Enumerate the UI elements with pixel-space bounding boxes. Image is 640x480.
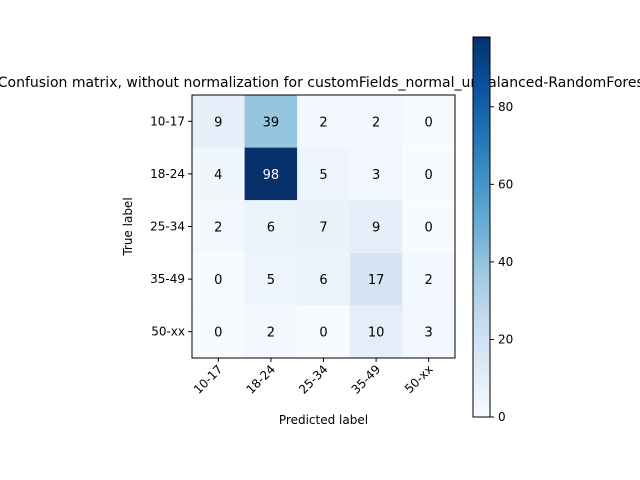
cell-value-label: 0 [425, 221, 433, 236]
cell-value-label: 2 [425, 273, 433, 288]
x-tick-label: 25-34 [296, 362, 331, 397]
cell-value-label: 3 [372, 168, 380, 183]
colorbar-tick-label: 60 [498, 177, 513, 191]
heatmap-cell [192, 147, 245, 201]
x-tick-label: 35-49 [349, 362, 384, 397]
heatmap-cell [402, 147, 455, 201]
cell-value-label: 0 [319, 326, 327, 341]
cell-value-label: 2 [319, 115, 327, 130]
colorbar-ticks: 0 20 40 60 80 [490, 100, 513, 424]
cell-value-label: 6 [319, 273, 327, 288]
cell-value-label: 98 [263, 168, 280, 183]
heatmap-cell [192, 252, 245, 306]
cell-value-label: 5 [267, 273, 275, 288]
cell-value-label: 5 [319, 168, 327, 183]
heatmap-cell [349, 252, 403, 306]
heatmap-cell [402, 95, 455, 148]
y-tick-label: 25-34 [150, 220, 185, 234]
heatmap-cell [297, 305, 350, 358]
y-tick-label: 18-24 [150, 167, 185, 181]
heatmap-cell [192, 200, 245, 253]
cell-value-label: 2 [372, 115, 380, 130]
cell-value-label: 39 [263, 115, 280, 130]
y-tick-label: 10-17 [150, 114, 185, 128]
cell-value-label: 0 [214, 273, 222, 288]
cell-value-label: 2 [214, 221, 222, 236]
heatmap-cell [297, 147, 350, 201]
x-tick-label: 18-24 [243, 362, 278, 397]
y-axis-label: True label [121, 197, 135, 256]
heatmap-cell [349, 305, 403, 358]
cell-value-label: 0 [425, 115, 433, 130]
colorbar-tick-label: 20 [498, 332, 513, 346]
x-axis-ticks: 10-17 18-24 25-34 35-49 50-xx [191, 358, 436, 397]
cell-value-label: 3 [425, 326, 433, 341]
heatmap-cell [349, 95, 403, 148]
heatmap-cells: 9 39 2 2 0 4 98 5 3 0 2 6 7 9 0 0 5 6 17 2 0 2 0 10 3 [192, 95, 455, 358]
heatmap-cell [244, 252, 298, 306]
x-tick-label: 50-xx [402, 362, 436, 396]
heatmap-cell [244, 200, 298, 253]
cell-value-label: 7 [319, 221, 327, 236]
x-tick-label: 10-17 [191, 362, 226, 397]
y-axis-ticks: 10-17 18-24 25-34 35-49 50-xx [150, 114, 192, 339]
heatmap-cell [192, 95, 245, 148]
cell-value-label: 10 [368, 326, 385, 341]
colorbar-tick-label: 80 [498, 100, 513, 114]
colorbar [472, 36, 491, 418]
heatmap-cell [192, 305, 245, 358]
y-tick-label: 50-xx [151, 325, 185, 339]
cell-value-label: 9 [214, 115, 222, 130]
colorbar-tick-label: 40 [498, 255, 513, 269]
cell-value-label: 0 [214, 326, 222, 341]
cell-value-label: 17 [368, 273, 385, 288]
cell-value-label: 4 [214, 168, 222, 183]
heatmap-cell [297, 95, 350, 148]
heatmap-cell [349, 200, 403, 253]
cell-value-label: 2 [267, 326, 275, 341]
colorbar-tick-label: 0 [498, 410, 506, 424]
heatmap-cell [297, 200, 350, 253]
heatmap-cell [349, 147, 403, 201]
cell-value-label: 9 [372, 221, 380, 236]
heatmap-cell [402, 252, 455, 306]
heatmap-cell [244, 95, 298, 148]
y-tick-label: 35-49 [150, 272, 185, 286]
heatmap-cell [244, 147, 298, 201]
heatmap-cell [402, 200, 455, 253]
heatmap-cell [244, 305, 298, 358]
x-axis-label: Predicted label [279, 413, 368, 427]
cell-value-label: 0 [425, 168, 433, 183]
chart-title: Confusion matrix, without normalization … [0, 75, 640, 91]
heatmap-cell [402, 305, 455, 358]
cell-value-label: 6 [267, 221, 275, 236]
heatmap-cell [297, 252, 350, 306]
